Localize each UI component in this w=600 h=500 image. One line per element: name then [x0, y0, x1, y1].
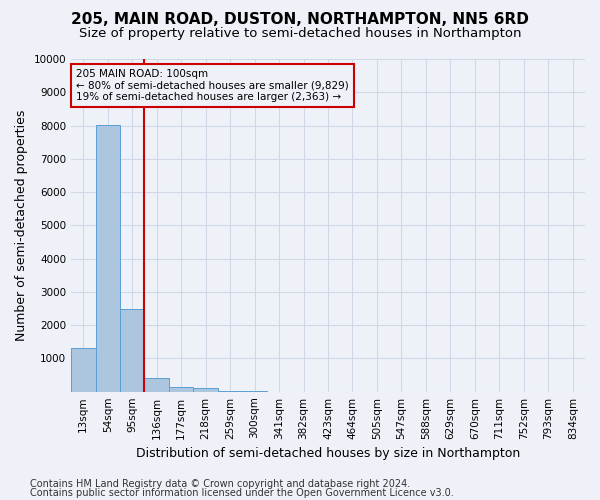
Y-axis label: Number of semi-detached properties: Number of semi-detached properties [15, 110, 28, 341]
Text: Contains HM Land Registry data © Crown copyright and database right 2024.: Contains HM Land Registry data © Crown c… [30, 479, 410, 489]
X-axis label: Distribution of semi-detached houses by size in Northampton: Distribution of semi-detached houses by … [136, 447, 520, 460]
Bar [120, 308, 145, 392]
Bar [95, 124, 120, 392]
Bar [169, 386, 193, 392]
Bar [145, 378, 169, 392]
Text: 205 MAIN ROAD: 100sqm
← 80% of semi-detached houses are smaller (9,829)
19% of s: 205 MAIN ROAD: 100sqm ← 80% of semi-deta… [76, 69, 349, 102]
Text: Contains public sector information licensed under the Open Government Licence v3: Contains public sector information licen… [30, 488, 454, 498]
Text: 205, MAIN ROAD, DUSTON, NORTHAMPTON, NN5 6RD: 205, MAIN ROAD, DUSTON, NORTHAMPTON, NN5… [71, 12, 529, 28]
Text: Size of property relative to semi-detached houses in Northampton: Size of property relative to semi-detach… [79, 28, 521, 40]
Bar [193, 388, 218, 392]
Bar [71, 348, 95, 392]
Bar [218, 390, 242, 392]
